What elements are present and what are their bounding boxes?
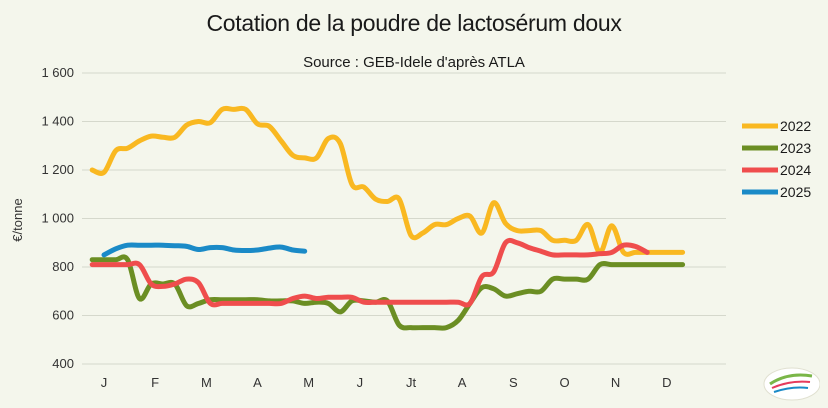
x-tick-label: N: [611, 375, 620, 390]
x-tick-label: O: [559, 375, 569, 390]
idele-logo: [763, 367, 820, 401]
series-line-2022: [89, 105, 686, 257]
chart-subtitle: Source : GEB-Idele d'après ATLA: [303, 54, 525, 71]
y-axis-label: €/tonne: [10, 198, 25, 241]
x-tick-label: M: [201, 375, 212, 390]
chart-legend: 2022 2023 2024 2025: [742, 118, 811, 200]
x-tick-label: M: [303, 375, 314, 390]
legend-label-2025: 2025: [780, 184, 811, 200]
x-axis-ticks: J F M A M J Jt A S O N D: [101, 375, 672, 390]
chart-series: [89, 105, 686, 331]
series-line-2024: [89, 237, 650, 308]
legend-label-2023: 2023: [780, 140, 811, 156]
chart-title: Cotation de la poudre de lactosérum doux: [206, 10, 622, 36]
series-line-2025: [101, 242, 308, 258]
y-tick-label: 800: [52, 259, 74, 274]
legend-label-2022: 2022: [780, 118, 811, 134]
x-tick-label: D: [662, 375, 671, 390]
y-tick-label: 400: [52, 356, 74, 371]
x-tick-label: Jt: [406, 375, 417, 390]
x-tick-label: F: [151, 375, 159, 390]
y-tick-label: 1 400: [41, 114, 74, 129]
x-tick-label: A: [458, 375, 467, 390]
y-axis-ticks: 400 600 800 1 000 1 200 1 400 1 600: [41, 65, 74, 371]
series-line-2023: [89, 254, 686, 331]
y-tick-label: 600: [52, 308, 74, 323]
x-tick-label: S: [509, 375, 518, 390]
y-tick-label: 1 200: [41, 162, 74, 177]
x-tick-label: J: [357, 375, 364, 390]
legend-label-2024: 2024: [780, 162, 811, 178]
y-tick-label: 1 000: [41, 211, 74, 226]
y-tick-label: 1 600: [41, 65, 74, 80]
x-tick-label: J: [101, 375, 108, 390]
x-tick-label: A: [253, 375, 262, 390]
